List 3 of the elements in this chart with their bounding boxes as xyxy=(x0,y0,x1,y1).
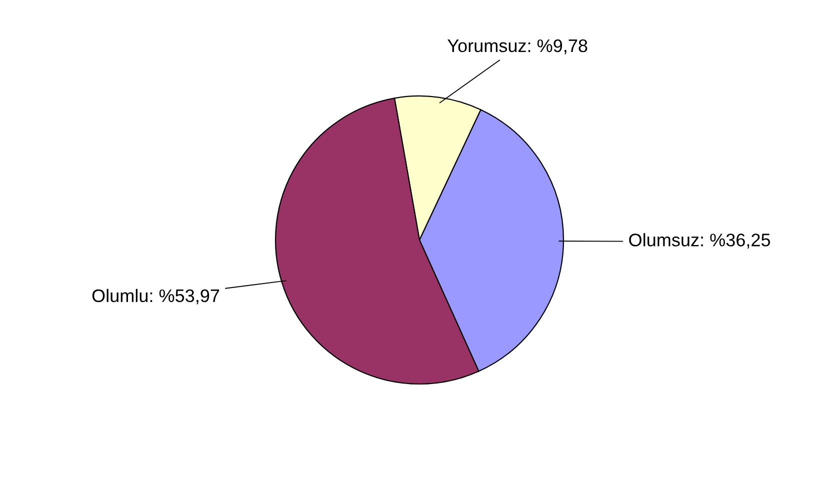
slice-label: Olumlu: %53,97 xyxy=(92,288,220,304)
slice-label: Olumsuz: %36,25 xyxy=(629,233,770,249)
slice-label: Yorumsuz: %9,78 xyxy=(448,39,588,54)
